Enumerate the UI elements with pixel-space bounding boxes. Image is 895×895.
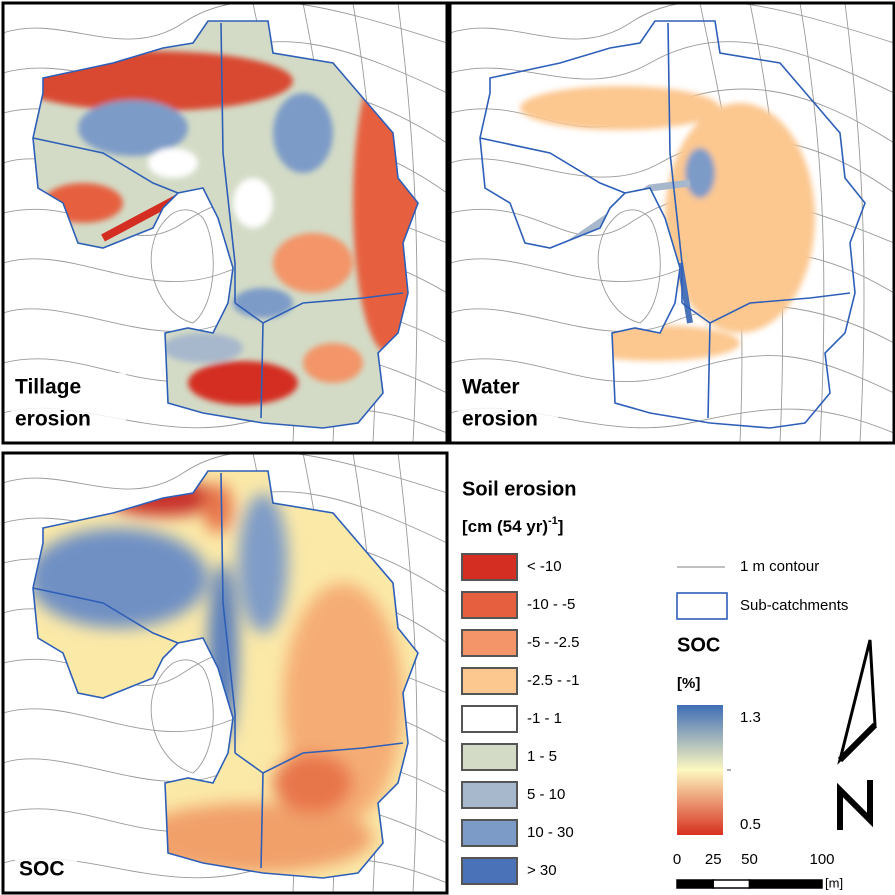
class-label: 10 - 30	[527, 824, 574, 841]
panel-frame	[1, 1, 449, 445]
scale-bar: 0 25 50 100 [m]	[673, 851, 843, 890]
unit-text: [cm (54 yr)	[462, 517, 548, 536]
class-swatch	[461, 743, 518, 771]
panel-label: Tillage	[15, 376, 81, 399]
panel-label: erosion	[462, 408, 538, 431]
scale-segment	[676, 879, 714, 889]
soc-unit: [%]	[677, 675, 700, 692]
scale-label: 25	[705, 851, 722, 868]
scale-label: 50	[741, 851, 758, 868]
class-label: 5 - 10	[527, 786, 565, 803]
label-background	[15, 853, 77, 887]
north-arrow	[837, 639, 878, 830]
scale-segment	[748, 879, 823, 889]
class-swatch	[461, 553, 518, 581]
class-label: -5 - -2.5	[527, 634, 580, 651]
soc-max-label: 1.3	[740, 709, 761, 726]
panel-frame	[1, 451, 449, 895]
soc-panel: SOC	[1, 451, 449, 895]
scale-label: 100	[809, 851, 834, 868]
class-swatch	[461, 781, 518, 809]
scale-label: 0	[673, 851, 681, 868]
class-label: 1 - 5	[527, 748, 557, 765]
label-background	[458, 373, 558, 437]
erosion-legend: Soil erosion [cm (54 yr)-1] < -10 -10 - -…	[461, 478, 580, 885]
class-swatch	[461, 857, 518, 885]
legend-unit: [cm (54 yr)-1]	[462, 515, 563, 537]
soc-colorbar	[677, 705, 723, 835]
class-label: < -10	[527, 558, 562, 575]
class-label: -1 - 1	[527, 710, 562, 727]
class-swatch	[461, 591, 518, 619]
tillage-panel: Tillage erosion	[1, 1, 449, 445]
subcatchment-swatch	[676, 592, 728, 620]
soc-title: SOC	[677, 634, 720, 656]
class-swatch	[461, 629, 518, 657]
class-swatch	[461, 705, 518, 733]
unit-superscript: -1	[548, 515, 558, 527]
label-background	[11, 373, 126, 437]
subcatchment-label: Sub-catchments	[740, 597, 848, 614]
class-label: -2.5 - -1	[527, 672, 580, 689]
class-swatch	[461, 819, 518, 847]
scale-unit: [m]	[825, 875, 843, 890]
panel-label: SOC	[19, 858, 65, 881]
class-swatch	[461, 667, 518, 695]
water-panel: Water erosion	[448, 1, 895, 445]
contour-label: 1 m contour	[740, 558, 819, 575]
class-label: > 30	[527, 862, 557, 879]
class-label: -10 - -5	[527, 596, 575, 613]
unit-close: ]	[558, 517, 564, 536]
panel-label: erosion	[15, 408, 91, 431]
legend-title: Soil erosion	[462, 478, 576, 500]
soc-min-label: 0.5	[740, 816, 761, 833]
panel-frame	[448, 1, 895, 445]
panel-label: Water	[462, 376, 520, 399]
scale-segment	[712, 879, 751, 889]
